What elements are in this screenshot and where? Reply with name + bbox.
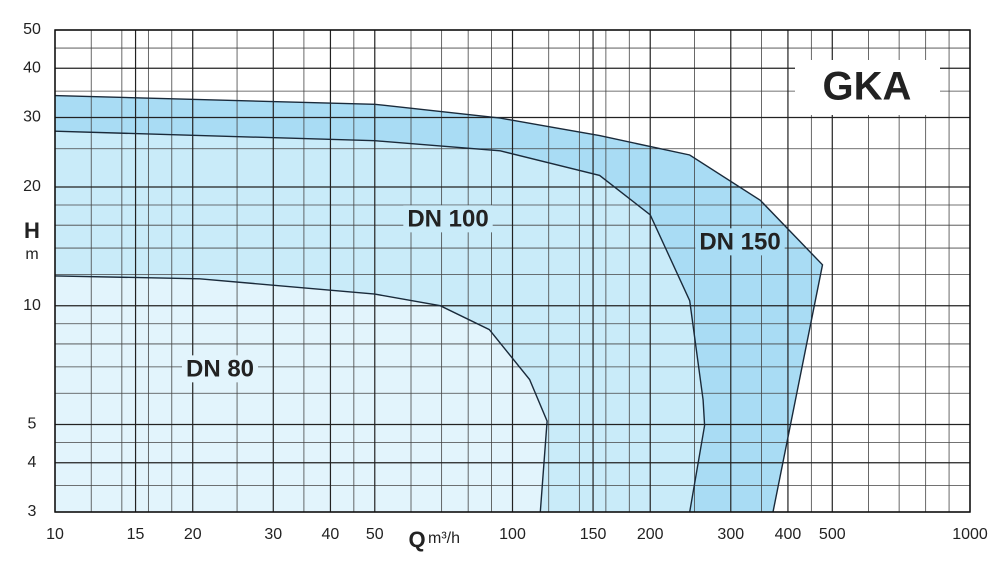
x-axis-unit: m³/h <box>428 530 460 547</box>
y-tick-label: 50 <box>23 21 41 38</box>
area-outline <box>54 275 548 513</box>
x-tick-label: 400 <box>775 526 802 543</box>
x-tick-label: 40 <box>322 526 340 543</box>
y-tick-label: 3 <box>28 503 37 520</box>
y-tick-label: 30 <box>23 109 41 126</box>
y-axis-label: H <box>24 218 40 243</box>
y-tick-label: 4 <box>28 454 37 471</box>
series-label: DN 100 <box>407 205 488 232</box>
x-tick-label: 300 <box>717 526 744 543</box>
area-fill <box>55 275 548 512</box>
x-tick-label: 500 <box>819 526 846 543</box>
x-tick-label: 100 <box>499 526 526 543</box>
series-label-bg <box>695 228 785 256</box>
x-tick-label: 15 <box>127 526 145 543</box>
series-label: DN 80 <box>186 355 254 382</box>
y-tick-label: 40 <box>23 59 41 76</box>
y-tick-label: 20 <box>23 178 41 195</box>
area-outline <box>54 130 706 513</box>
series-label-bg <box>403 205 493 233</box>
area-outline <box>54 94 824 513</box>
chart-title: GKA <box>823 65 912 109</box>
outline-layer <box>54 94 824 513</box>
x-tick-label: 50 <box>366 526 384 543</box>
area-layer <box>55 95 823 512</box>
title-box <box>795 60 940 115</box>
x-tick-label: 200 <box>637 526 664 543</box>
series-label: DN 150 <box>699 228 780 255</box>
series-label-bg <box>181 355 259 383</box>
x-tick-label: 10 <box>46 526 64 543</box>
plot-frame <box>54 29 971 513</box>
y-tick-label: 5 <box>28 416 37 433</box>
y-tick-label: 10 <box>23 297 41 314</box>
x-tick-label: 20 <box>184 526 202 543</box>
x-tick-label: 150 <box>580 526 607 543</box>
x-axis-label: Q <box>408 527 425 552</box>
x-tick-label: 30 <box>264 526 282 543</box>
y-axis-unit: m <box>25 246 38 263</box>
x-tick-label: 1000 <box>952 526 988 543</box>
